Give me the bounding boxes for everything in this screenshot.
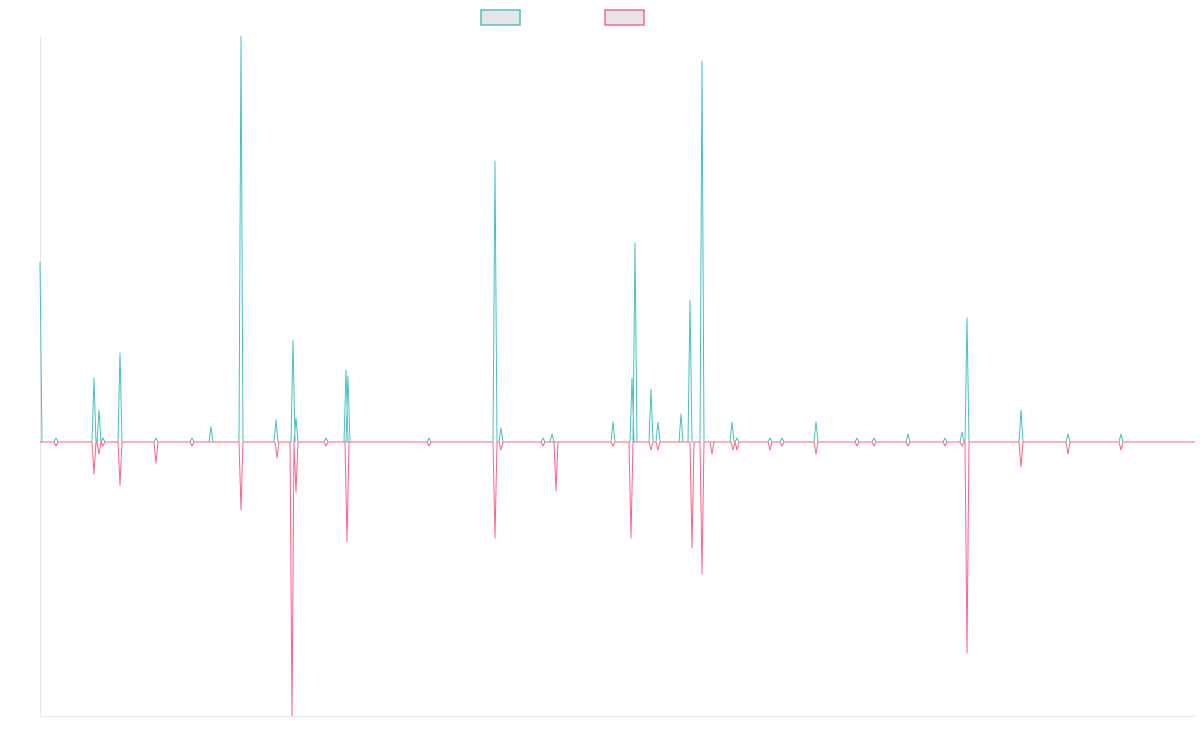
series-line-1 [39,35,1195,443]
legend-swatch-series-2[interactable] [604,9,645,26]
legend [480,9,645,26]
series-line-2 [40,441,1195,717]
plot-area [39,35,1195,717]
legend-swatch-series-1[interactable] [480,9,521,26]
legend-item-series-2[interactable] [604,9,645,26]
legend-item-series-1[interactable] [480,9,521,26]
